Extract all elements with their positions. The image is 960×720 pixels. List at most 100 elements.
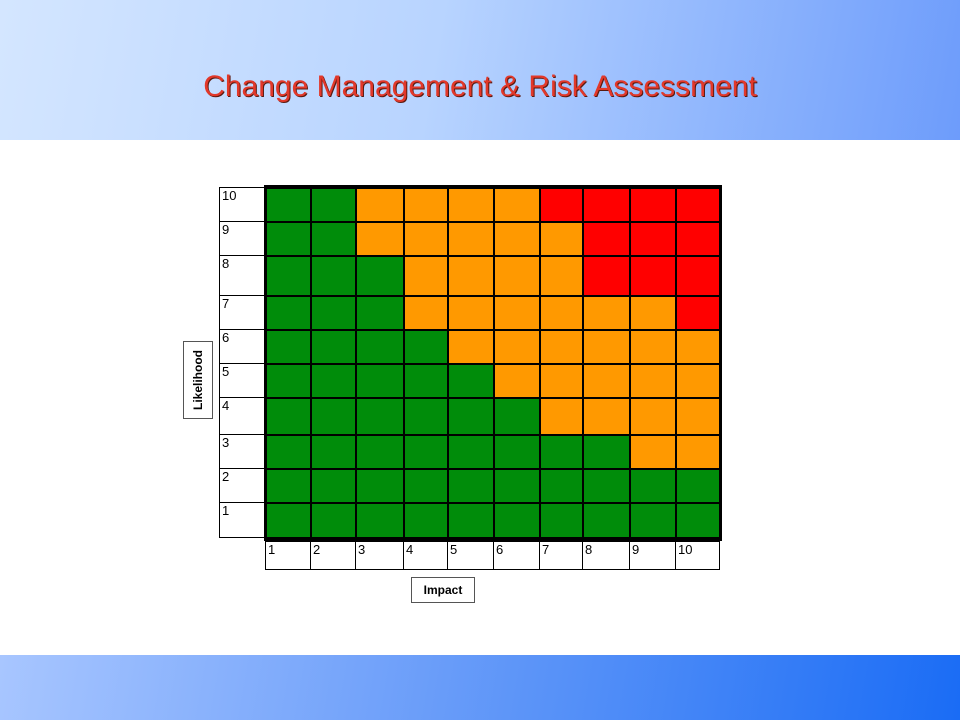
risk-cell <box>630 330 676 364</box>
impact-tick-label: 10 <box>675 541 720 570</box>
risk-cell <box>494 398 540 435</box>
risk-matrix-grid <box>264 185 722 541</box>
risk-cell <box>266 256 311 296</box>
risk-cell <box>448 330 494 364</box>
risk-cell <box>676 364 720 398</box>
risk-cell <box>356 330 404 364</box>
impact-tick-label: 6 <box>493 541 540 570</box>
risk-cell <box>676 503 720 538</box>
risk-cell <box>630 188 676 222</box>
likelihood-tick-label: 7 <box>219 295 266 330</box>
risk-cell <box>583 296 630 330</box>
risk-cell <box>266 222 311 256</box>
risk-cell <box>448 296 494 330</box>
risk-cell <box>448 188 494 222</box>
risk-cell <box>404 435 448 469</box>
impact-tick-label: 2 <box>310 541 356 570</box>
risk-cell <box>266 503 311 538</box>
risk-cell <box>540 503 583 538</box>
risk-cell <box>311 398 356 435</box>
risk-cell <box>404 296 448 330</box>
risk-cell <box>676 398 720 435</box>
impact-axis-label: Impact <box>411 577 475 603</box>
risk-cell <box>448 222 494 256</box>
risk-cell <box>630 222 676 256</box>
risk-cell <box>676 435 720 469</box>
impact-tick-label: 5 <box>447 541 494 570</box>
risk-cell <box>540 398 583 435</box>
risk-cell <box>266 330 311 364</box>
risk-cell <box>448 256 494 296</box>
risk-cell <box>311 364 356 398</box>
risk-cell <box>676 296 720 330</box>
likelihood-tick-label: 2 <box>219 468 266 503</box>
risk-cell <box>266 398 311 435</box>
risk-cell <box>583 222 630 256</box>
risk-cell <box>266 469 311 503</box>
risk-cell <box>630 435 676 469</box>
risk-cell <box>540 330 583 364</box>
likelihood-tick-label: 1 <box>219 502 266 538</box>
risk-cell <box>540 469 583 503</box>
risk-cell <box>266 296 311 330</box>
risk-cell <box>630 296 676 330</box>
risk-cell <box>356 222 404 256</box>
likelihood-tick-label: 6 <box>219 329 266 364</box>
risk-cell <box>404 256 448 296</box>
risk-cell <box>494 330 540 364</box>
risk-cell <box>676 256 720 296</box>
risk-cell <box>630 364 676 398</box>
risk-cell <box>404 503 448 538</box>
risk-cell <box>494 256 540 296</box>
risk-cell <box>630 503 676 538</box>
impact-tick-label: 7 <box>539 541 583 570</box>
footer-banner <box>0 655 960 720</box>
risk-cell <box>404 222 448 256</box>
risk-cell <box>540 435 583 469</box>
risk-cell <box>494 469 540 503</box>
risk-cell <box>356 364 404 398</box>
risk-cell <box>311 435 356 469</box>
risk-cell <box>404 398 448 435</box>
risk-cell <box>356 256 404 296</box>
risk-cell <box>583 188 630 222</box>
impact-tick-label: 1 <box>265 541 311 570</box>
risk-cell <box>266 188 311 222</box>
risk-cell <box>676 188 720 222</box>
risk-cell <box>311 330 356 364</box>
risk-cell <box>448 503 494 538</box>
risk-cell <box>676 222 720 256</box>
header-banner: Change Management & Risk Assessment <box>0 0 960 140</box>
likelihood-tick-label: 4 <box>219 397 266 435</box>
risk-cell <box>540 256 583 296</box>
risk-cell <box>311 256 356 296</box>
risk-cell <box>494 435 540 469</box>
risk-cell <box>311 296 356 330</box>
risk-cell <box>540 364 583 398</box>
risk-cell <box>356 188 404 222</box>
likelihood-tick-label: 5 <box>219 363 266 398</box>
likelihood-tick-label: 9 <box>219 221 266 256</box>
risk-cell <box>583 435 630 469</box>
risk-cell <box>494 296 540 330</box>
likelihood-tick-label: 3 <box>219 434 266 469</box>
risk-cell <box>266 435 311 469</box>
risk-cell <box>540 222 583 256</box>
risk-cell <box>311 469 356 503</box>
risk-cell <box>583 469 630 503</box>
risk-cell <box>311 188 356 222</box>
risk-cell <box>676 330 720 364</box>
risk-cell <box>311 222 356 256</box>
risk-cell <box>583 364 630 398</box>
risk-cell <box>448 435 494 469</box>
risk-cell <box>494 364 540 398</box>
risk-cell <box>494 188 540 222</box>
risk-cell <box>540 188 583 222</box>
risk-cell <box>630 256 676 296</box>
risk-cell <box>494 503 540 538</box>
risk-cell <box>448 469 494 503</box>
risk-cell <box>583 398 630 435</box>
risk-cell <box>404 364 448 398</box>
risk-cell <box>583 256 630 296</box>
risk-cell <box>356 296 404 330</box>
